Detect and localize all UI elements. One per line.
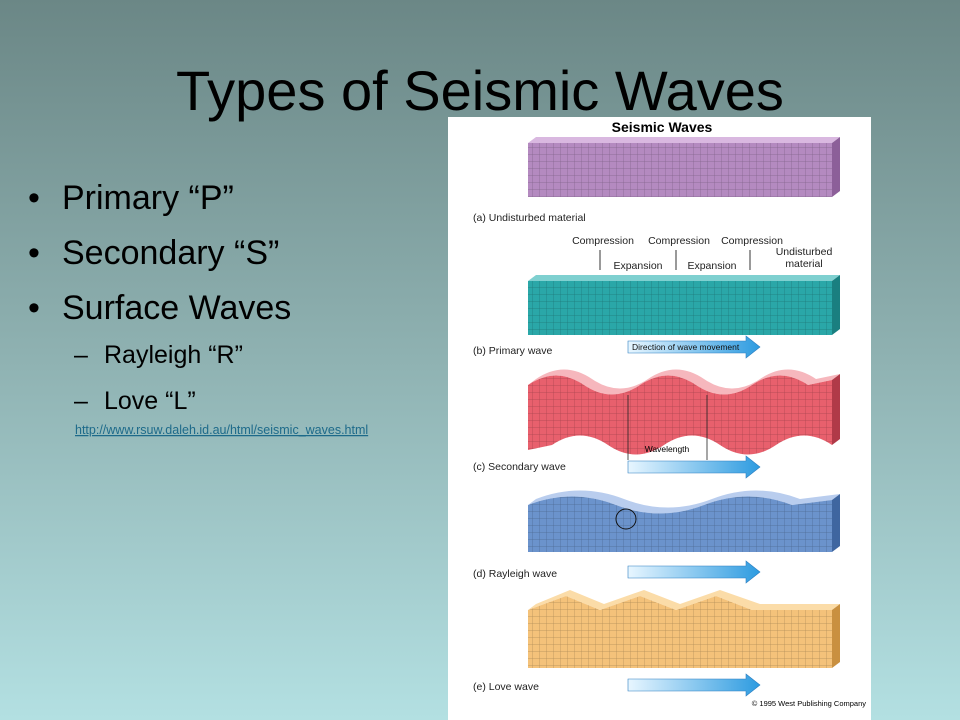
arrow — [627, 560, 761, 584]
expansion-label: Expansion — [687, 260, 736, 272]
block-b — [528, 275, 840, 335]
panel-label: (a) Undisturbed material — [473, 212, 586, 224]
arrow — [627, 673, 761, 697]
wavelength-label: Wavelength — [645, 444, 690, 454]
copyright: © 1995 West Publishing Company — [752, 699, 866, 708]
panel-label: (e) Love wave — [473, 681, 539, 693]
slide-title: Types of Seismic Waves — [176, 59, 784, 122]
expansion-label: Expansion — [613, 260, 662, 272]
compression-label: Compression — [721, 235, 783, 247]
figure-title: Seismic Waves — [612, 119, 713, 135]
sub-dash: – — [74, 387, 88, 415]
bullet-dot: • — [28, 234, 40, 272]
direction-label: Direction of wave movement — [632, 342, 740, 352]
panel-label: (d) Rayleigh wave — [473, 568, 557, 580]
block-a — [528, 137, 840, 197]
compression-label: Compression — [572, 235, 634, 247]
marker-lines — [599, 250, 751, 270]
link[interactable]: http://www.rsuw.daleh.id.au/html/seismic… — [75, 423, 368, 437]
sub-bullet: Rayleigh “R” — [104, 341, 243, 369]
panel-label: (c) Secondary wave — [473, 461, 566, 473]
bullet-dot: • — [28, 179, 40, 217]
wavelength-marks — [627, 395, 708, 460]
sub-bullet: Love “L” — [104, 387, 196, 415]
block-d — [528, 490, 840, 552]
compression-label: Compression — [648, 235, 710, 247]
figure: Seismic Waves (a) Undisturbed material C… — [448, 117, 871, 720]
block-e — [528, 590, 840, 668]
undisturbed-label: Undisturbed — [776, 246, 833, 258]
arrow — [627, 455, 761, 479]
block-c — [528, 369, 840, 455]
direction-arrow: Direction of wave movement — [627, 335, 761, 359]
panel-label: (b) Primary wave — [473, 345, 553, 357]
sub-dash: – — [74, 341, 88, 369]
undisturbed-label: material — [785, 258, 822, 270]
bullet: Primary “P” — [62, 179, 234, 217]
bullet: Surface Waves — [62, 289, 291, 327]
bullet-dot: • — [28, 289, 40, 327]
bullet: Secondary “S” — [62, 234, 279, 272]
